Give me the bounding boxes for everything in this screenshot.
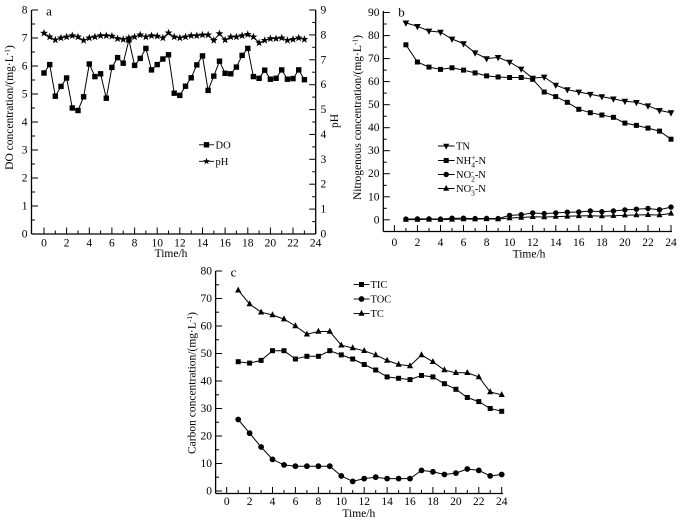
svg-text:7: 7 bbox=[321, 54, 327, 66]
svg-text:4: 4 bbox=[22, 117, 28, 129]
svg-text:60: 60 bbox=[201, 321, 213, 333]
svg-text:c: c bbox=[231, 265, 237, 280]
svg-text:16: 16 bbox=[219, 238, 231, 250]
svg-text:TN: TN bbox=[456, 142, 470, 153]
svg-text:50: 50 bbox=[368, 99, 380, 111]
svg-text:24: 24 bbox=[496, 496, 508, 508]
svg-text:TC: TC bbox=[371, 309, 384, 320]
svg-text:4: 4 bbox=[321, 129, 327, 141]
svg-text:1: 1 bbox=[321, 204, 327, 216]
svg-text:20: 20 bbox=[368, 168, 380, 180]
svg-text:12: 12 bbox=[358, 496, 370, 508]
svg-text:22: 22 bbox=[642, 237, 654, 249]
svg-text:NH+4-N: NH+ 4-N bbox=[456, 153, 486, 170]
svg-text:2: 2 bbox=[321, 179, 327, 191]
svg-text:3: 3 bbox=[321, 154, 327, 166]
svg-text:pH: pH bbox=[216, 157, 229, 168]
svg-text:3: 3 bbox=[22, 145, 28, 157]
svg-text:30: 30 bbox=[368, 145, 380, 157]
svg-text:18: 18 bbox=[242, 238, 254, 250]
svg-text:Nitrogenous concentration/(mg·: Nitrogenous concentration/(mg·L-1) bbox=[351, 35, 365, 200]
svg-text:NO-3-N: NO-3-N bbox=[456, 181, 486, 198]
svg-text:10: 10 bbox=[368, 191, 380, 203]
svg-text:2: 2 bbox=[22, 173, 28, 185]
svg-text:TOC: TOC bbox=[371, 295, 392, 306]
svg-text:40: 40 bbox=[201, 376, 213, 388]
svg-text:20: 20 bbox=[201, 431, 213, 443]
svg-text:6: 6 bbox=[461, 237, 467, 249]
svg-text:1: 1 bbox=[22, 201, 28, 213]
svg-text:70: 70 bbox=[368, 53, 380, 65]
svg-text:0: 0 bbox=[224, 496, 230, 508]
svg-text:18: 18 bbox=[596, 237, 608, 249]
svg-text:2: 2 bbox=[247, 496, 253, 508]
svg-text:pH: pH bbox=[329, 114, 341, 128]
svg-text:40: 40 bbox=[368, 122, 380, 134]
svg-text:8: 8 bbox=[22, 5, 28, 17]
svg-text:80: 80 bbox=[201, 266, 213, 278]
svg-text:TIC: TIC bbox=[371, 280, 388, 291]
svg-text:10: 10 bbox=[201, 458, 213, 470]
svg-text:30: 30 bbox=[201, 403, 213, 415]
svg-text:9: 9 bbox=[321, 4, 327, 16]
svg-text:Time/h: Time/h bbox=[155, 248, 188, 260]
svg-text:70: 70 bbox=[201, 293, 213, 305]
svg-text:20: 20 bbox=[619, 237, 631, 249]
svg-text:0: 0 bbox=[321, 229, 327, 241]
svg-text:16: 16 bbox=[404, 496, 416, 508]
svg-text:7: 7 bbox=[22, 33, 28, 45]
svg-text:24: 24 bbox=[310, 238, 322, 250]
svg-text:8: 8 bbox=[484, 237, 490, 249]
svg-text:0: 0 bbox=[41, 238, 47, 250]
svg-text:2: 2 bbox=[415, 237, 421, 249]
svg-text:10: 10 bbox=[151, 238, 163, 250]
svg-text:18: 18 bbox=[427, 496, 439, 508]
svg-text:16: 16 bbox=[573, 237, 585, 249]
svg-text:20: 20 bbox=[265, 238, 277, 250]
svg-text:0: 0 bbox=[206, 486, 212, 498]
svg-text:50: 50 bbox=[201, 348, 213, 360]
svg-text:8: 8 bbox=[132, 238, 138, 250]
svg-text:4: 4 bbox=[86, 238, 92, 250]
svg-text:5: 5 bbox=[22, 89, 28, 101]
svg-text:14: 14 bbox=[550, 237, 562, 249]
svg-text:Carbon concentration/(mg·L-1): Carbon concentration/(mg·L-1) bbox=[185, 312, 199, 454]
svg-text:Time/h: Time/h bbox=[342, 508, 375, 520]
svg-text:12: 12 bbox=[174, 238, 186, 250]
svg-text:10: 10 bbox=[336, 496, 348, 508]
svg-text:22: 22 bbox=[287, 238, 299, 250]
svg-text:6: 6 bbox=[321, 79, 327, 91]
svg-text:0: 0 bbox=[374, 214, 380, 226]
svg-text:Time/h: Time/h bbox=[513, 249, 546, 261]
svg-text:14: 14 bbox=[197, 238, 209, 250]
svg-text:14: 14 bbox=[381, 496, 393, 508]
svg-text:5: 5 bbox=[321, 104, 327, 116]
svg-text:8: 8 bbox=[321, 29, 327, 41]
svg-text:10: 10 bbox=[504, 237, 516, 249]
svg-text:DO concentration/(mg·L-1): DO concentration/(mg·L-1) bbox=[3, 45, 17, 170]
svg-text:0: 0 bbox=[22, 229, 28, 241]
svg-text:22: 22 bbox=[473, 496, 485, 508]
svg-text:DO: DO bbox=[216, 141, 232, 152]
svg-text:6: 6 bbox=[293, 496, 299, 508]
svg-text:NO-2-N: NO-2-N bbox=[456, 167, 486, 184]
svg-text:20: 20 bbox=[450, 496, 462, 508]
svg-text:12: 12 bbox=[527, 237, 539, 249]
svg-text:90: 90 bbox=[368, 7, 380, 19]
svg-text:6: 6 bbox=[22, 61, 28, 73]
svg-text:a: a bbox=[46, 4, 52, 19]
svg-text:4: 4 bbox=[270, 496, 276, 508]
svg-text:80: 80 bbox=[368, 30, 380, 42]
svg-text:4: 4 bbox=[438, 237, 444, 249]
svg-text:6: 6 bbox=[109, 238, 115, 250]
svg-text:b: b bbox=[398, 5, 405, 20]
svg-text:60: 60 bbox=[368, 76, 380, 88]
svg-text:8: 8 bbox=[315, 496, 321, 508]
svg-text:2: 2 bbox=[64, 238, 70, 250]
svg-text:24: 24 bbox=[665, 237, 677, 249]
svg-text:0: 0 bbox=[392, 237, 398, 249]
